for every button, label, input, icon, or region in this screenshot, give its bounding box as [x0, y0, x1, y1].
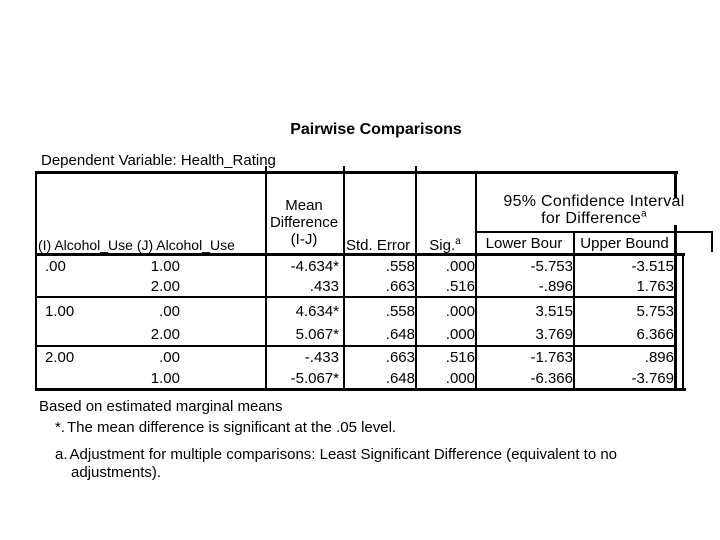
table-border-right-thin [682, 256, 684, 391]
header-confidence-interval: 95% Confidence Interval for Differencea [475, 193, 713, 227]
cell-lower-bound: -5.753 [530, 257, 573, 275]
ci-split-line [475, 231, 713, 233]
cell-sig: .000 [445, 303, 475, 320]
cell-upper-bound: -3.515 [631, 257, 674, 275]
header-ij-alcohol-use: (I) Alcohol_Use (J) Alcohol_Use [38, 237, 235, 253]
cell-j-value: .00 [159, 303, 180, 320]
page-title: Pairwise Comparisons [290, 121, 462, 138]
cell-j-value: 1.00 [150, 257, 180, 275]
cell-mean-difference: 4.634* [295, 303, 339, 320]
group-separator-2 [35, 345, 677, 347]
header-ci-line2: for Differencea [541, 208, 647, 227]
cell-std-error: .663 [385, 277, 415, 295]
table-border-bottom [35, 388, 686, 391]
cell-j-value: 1.00 [150, 369, 180, 387]
cell-sig: .516 [445, 277, 475, 295]
col-divider-1 [265, 166, 267, 390]
header-mean-difference: Mean Difference (I-J) [265, 197, 343, 248]
table-row: 1.00 -5.067* .648 .000 -6.366 -3.769 [37, 368, 675, 388]
col-divider-2 [343, 166, 345, 390]
footnote-star-prefix: *. [55, 419, 66, 436]
cell-sig: .000 [445, 257, 475, 275]
cell-lower-bound: -1.763 [530, 348, 573, 366]
dependent-variable-label: Dependent Variable: Health_Rating [41, 152, 276, 169]
cell-i-value: 2.00 [45, 348, 75, 366]
cell-std-error: .648 [385, 325, 415, 343]
table-row: .00 1.00 -4.634* .558 .000 -5.753 -3.515 [37, 256, 675, 276]
header-std-error: Std. Error [346, 237, 411, 254]
cell-j-value: 2.00 [150, 325, 180, 343]
cell-upper-bound: 5.753 [636, 303, 674, 320]
ci-overflow-right-tick [711, 231, 713, 252]
cell-std-error: .558 [385, 257, 415, 275]
header-mean-difference-line1: Mean [285, 197, 323, 214]
cell-upper-bound: -3.769 [631, 369, 674, 387]
table-row: 2.00 5.067* .648 .000 3.769 6.366 [37, 323, 675, 345]
cell-mean-difference: -4.634* [290, 257, 339, 275]
cell-mean-difference: .433 [309, 277, 339, 295]
footnote-a-prefix: a. [55, 446, 68, 463]
cell-std-error: .648 [385, 369, 415, 387]
table-row: 1.00 .00 4.634* .558 .000 3.515 5.753 [37, 300, 675, 323]
footnote-star-text: The mean difference is significant at th… [67, 419, 397, 436]
header-sig: Sig.a [415, 236, 475, 255]
cell-mean-difference: 5.067* [295, 325, 339, 343]
cell-sig: .516 [445, 348, 475, 366]
group-separator-1 [35, 296, 677, 298]
header-mean-difference-line3: (I-J) [290, 231, 318, 248]
header-mean-difference-line2: Difference [269, 214, 339, 231]
header-sig-superscript: a [455, 236, 461, 247]
footnote-adjustment: a. Adjustment for multiple comparisons: L… [55, 446, 711, 482]
cell-j-value: 2.00 [150, 277, 180, 295]
table-border-right-top-tick [674, 171, 677, 198]
footnote-a-text: Adjustment for multiple comparisons: Lea… [69, 446, 618, 481]
cell-lower-bound: -6.366 [530, 369, 573, 387]
cell-mean-difference: -5.067* [290, 369, 339, 387]
cell-mean-difference: -.433 [304, 348, 339, 366]
table-border-right [674, 225, 677, 390]
cell-std-error: .663 [385, 348, 415, 366]
cell-i-value: .00 [45, 257, 66, 275]
cell-lower-bound: 3.769 [535, 325, 573, 343]
col-divider-3 [415, 166, 417, 390]
header-upper-bound: Upper Bound [580, 234, 669, 252]
cell-i-value: 1.00 [45, 303, 75, 320]
col-divider-4 [475, 171, 477, 390]
header-ci-line1: 95% Confidence Interval [503, 193, 685, 210]
cell-sig: .000 [445, 369, 475, 387]
cell-j-value: .00 [159, 348, 180, 366]
cell-upper-bound: 1.763 [636, 277, 674, 295]
table-border-top [35, 171, 678, 174]
cell-upper-bound: 6.366 [636, 325, 674, 343]
col-divider-5 [573, 231, 575, 390]
cell-lower-bound: 3.515 [535, 303, 573, 320]
header-bottom-line [35, 253, 685, 256]
header-lower-bound: Lower Bour [485, 234, 563, 252]
cell-upper-bound: .896 [644, 348, 674, 366]
header-sig-label: Sig. [429, 237, 456, 254]
header-ci-superscript: a [641, 208, 647, 220]
table-border-left [35, 171, 37, 391]
cell-std-error: .558 [385, 303, 415, 320]
footnote-based-on: Based on estimated marginal means [39, 398, 283, 415]
footnote-significance: *. The mean difference is significant at … [55, 419, 396, 436]
cell-sig: .000 [445, 325, 475, 343]
table-row: 2.00 .00 -.433 .663 .516 -1.763 .896 [37, 347, 675, 367]
table-row: 2.00 .433 .663 .516 -.896 1.763 [37, 276, 675, 296]
cell-lower-bound: -.896 [538, 277, 573, 295]
